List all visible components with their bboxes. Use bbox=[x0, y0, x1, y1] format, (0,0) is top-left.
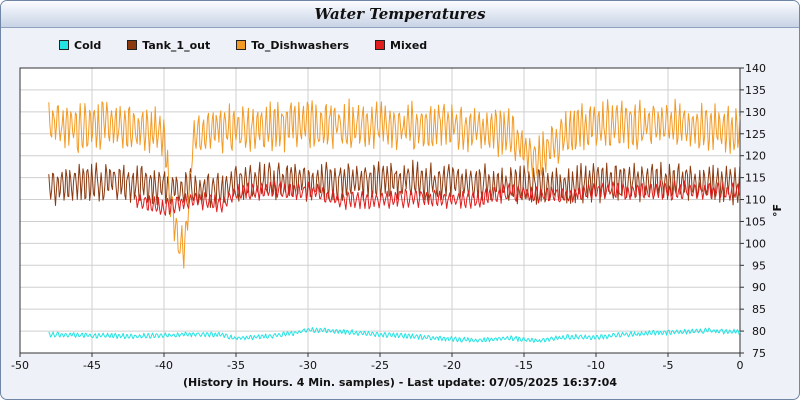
legend-item-to-dishwashers: To_Dishwashers bbox=[236, 38, 349, 52]
y-tick-label: 105 bbox=[745, 215, 766, 228]
y-tick-label: 100 bbox=[745, 237, 766, 250]
x-tick-label: -5 bbox=[663, 359, 674, 372]
y-axis-label: °F bbox=[771, 204, 784, 217]
x-tick-label: -15 bbox=[515, 359, 533, 372]
chart-title: Water Temperatures bbox=[314, 5, 486, 23]
y-tick-label: 75 bbox=[752, 347, 766, 360]
y-tick-label: 115 bbox=[745, 172, 766, 185]
y-tick-label: 125 bbox=[745, 128, 766, 141]
legend: Cold Tank_1_out To_Dishwashers Mixed bbox=[59, 38, 427, 52]
series-line-tank-1-out bbox=[48, 159, 741, 208]
series-line-to-dishwashers bbox=[48, 98, 741, 269]
x-tick-label: -30 bbox=[299, 359, 317, 372]
legend-item-cold: Cold bbox=[59, 38, 101, 52]
x-tick-label: -10 bbox=[587, 359, 605, 372]
legend-label-mixed: Mixed bbox=[390, 38, 428, 52]
x-tick-label: -35 bbox=[227, 359, 245, 372]
legend-swatch-to-dishwashers bbox=[236, 40, 247, 50]
legend-swatch-cold bbox=[59, 40, 69, 50]
legend-item-tank-1-out: Tank_1_out bbox=[127, 38, 210, 52]
legend-label-to-dishwashers: To_Dishwashers bbox=[251, 38, 350, 52]
legend-label-cold: Cold bbox=[74, 38, 102, 52]
y-tick-label: 140 bbox=[745, 62, 766, 75]
y-tick-label: 80 bbox=[752, 325, 766, 338]
x-tick-label: -20 bbox=[443, 359, 461, 372]
y-tick-label: 90 bbox=[752, 281, 766, 294]
y-tick-label: 110 bbox=[745, 194, 766, 207]
title-bar: Water Temperatures bbox=[1, 1, 799, 28]
y-tick-label: 130 bbox=[745, 106, 766, 119]
x-tick-label: -45 bbox=[83, 359, 101, 372]
x-tick-label: 0 bbox=[737, 359, 744, 372]
x-axis-caption: (History in Hours. 4 Min. samples) - Las… bbox=[182, 376, 617, 389]
legend-label-tank-1-out: Tank_1_out bbox=[142, 38, 211, 52]
y-tick-label: 120 bbox=[745, 150, 766, 163]
series-line-mixed bbox=[134, 180, 741, 216]
y-tick-label: 95 bbox=[752, 259, 766, 272]
x-tick-label: -40 bbox=[155, 359, 173, 372]
x-tick-label: -25 bbox=[371, 359, 389, 372]
y-tick-label: 135 bbox=[745, 84, 766, 97]
x-tick-label: -50 bbox=[11, 359, 29, 372]
legend-swatch-tank-1-out bbox=[127, 40, 138, 50]
legend-item-mixed: Mixed bbox=[375, 38, 427, 52]
series-line-cold bbox=[48, 327, 741, 343]
y-tick-label: 85 bbox=[752, 303, 766, 316]
legend-swatch-mixed bbox=[375, 40, 386, 50]
plot-border bbox=[19, 67, 741, 354]
